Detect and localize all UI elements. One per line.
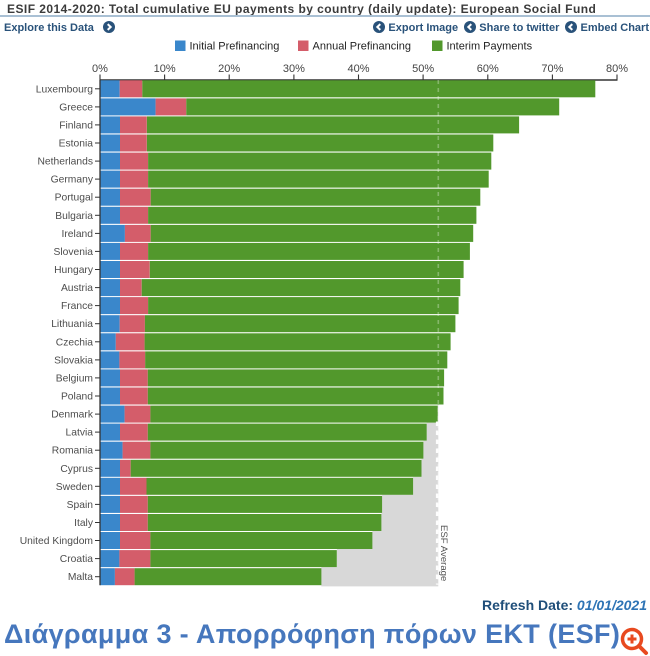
svg-text:Annual Prefinancing: Annual Prefinancing bbox=[313, 41, 411, 53]
svg-text:80%: 80% bbox=[606, 63, 628, 75]
svg-text:Malta: Malta bbox=[68, 572, 93, 583]
svg-text:Italy: Italy bbox=[74, 518, 94, 529]
svg-text:Denmark: Denmark bbox=[51, 410, 94, 421]
svg-text:Poland: Poland bbox=[61, 392, 93, 403]
svg-text:Croatia: Croatia bbox=[60, 554, 93, 565]
svg-text:Finland: Finland bbox=[59, 120, 93, 131]
svg-text:60%: 60% bbox=[477, 63, 499, 75]
svg-text:Spain: Spain bbox=[67, 500, 94, 511]
svg-text:Bulgaria: Bulgaria bbox=[55, 211, 93, 222]
svg-text:Latvia: Latvia bbox=[66, 428, 94, 439]
svg-text:Lithuania: Lithuania bbox=[51, 319, 93, 330]
svg-text:Initial Prefinancing: Initial Prefinancing bbox=[190, 41, 280, 53]
svg-text:United Kingdom: United Kingdom bbox=[20, 536, 93, 547]
svg-text:Czechia: Czechia bbox=[56, 337, 93, 348]
svg-text:20%: 20% bbox=[218, 63, 240, 75]
svg-text:Estonia: Estonia bbox=[59, 139, 94, 150]
svg-text:Luxembourg: Luxembourg bbox=[36, 84, 94, 95]
svg-text:10%: 10% bbox=[154, 63, 176, 75]
svg-text:Netherlands: Netherlands bbox=[37, 157, 93, 168]
svg-text:Belgium: Belgium bbox=[56, 373, 93, 384]
svg-text:Cyprus: Cyprus bbox=[60, 464, 93, 475]
svg-text:50%: 50% bbox=[412, 63, 434, 75]
svg-text:Germany: Germany bbox=[51, 175, 94, 186]
svg-text:0%: 0% bbox=[92, 63, 108, 75]
svg-text:Greece: Greece bbox=[59, 102, 93, 113]
svg-text:Slovenia: Slovenia bbox=[54, 247, 94, 258]
svg-text:30%: 30% bbox=[283, 63, 305, 75]
svg-text:Hungary: Hungary bbox=[54, 265, 94, 276]
svg-text:Austria: Austria bbox=[61, 283, 93, 294]
svg-text:France: France bbox=[61, 301, 93, 312]
svg-text:Interim Payments: Interim Payments bbox=[447, 41, 533, 53]
svg-text:Sweden: Sweden bbox=[56, 482, 93, 493]
svg-text:Portugal: Portugal bbox=[55, 193, 93, 204]
svg-text:40%: 40% bbox=[347, 63, 369, 75]
svg-text:Romania: Romania bbox=[52, 446, 93, 457]
svg-text:70%: 70% bbox=[541, 63, 563, 75]
svg-text:ESF Average: ESF Average bbox=[438, 525, 449, 581]
svg-text:Slovakia: Slovakia bbox=[54, 355, 93, 366]
svg-text:Ireland: Ireland bbox=[62, 229, 94, 240]
